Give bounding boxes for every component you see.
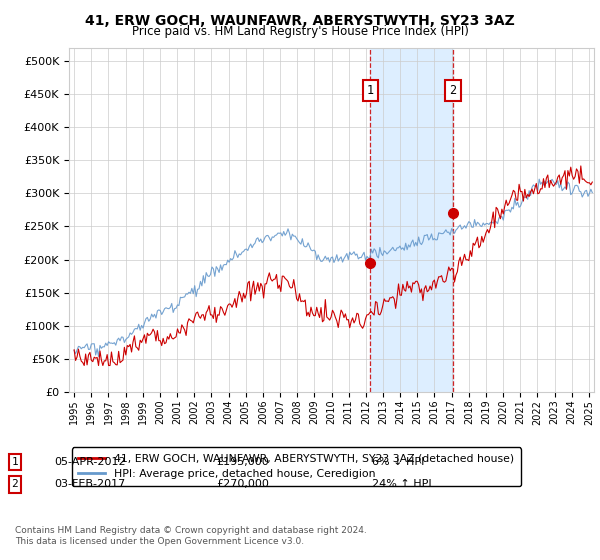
Text: 1: 1 bbox=[11, 457, 19, 467]
Text: £270,000: £270,000 bbox=[216, 479, 269, 489]
Text: 03-FEB-2017: 03-FEB-2017 bbox=[54, 479, 125, 489]
Text: 2: 2 bbox=[449, 84, 457, 97]
Text: £195,000: £195,000 bbox=[216, 457, 269, 467]
Text: Contains HM Land Registry data © Crown copyright and database right 2024.
This d: Contains HM Land Registry data © Crown c… bbox=[15, 526, 367, 546]
Text: 2: 2 bbox=[11, 479, 19, 489]
Text: 1: 1 bbox=[367, 84, 374, 97]
Text: 24% ↑ HPI: 24% ↑ HPI bbox=[372, 479, 431, 489]
Text: 05-APR-2012: 05-APR-2012 bbox=[54, 457, 125, 467]
Legend: 41, ERW GOCH, WAUNFAWR, ABERYSTWYTH, SY23 3AZ (detached house), HPI: Average pri: 41, ERW GOCH, WAUNFAWR, ABERYSTWYTH, SY2… bbox=[72, 447, 521, 486]
Text: Price paid vs. HM Land Registry's House Price Index (HPI): Price paid vs. HM Land Registry's House … bbox=[131, 25, 469, 38]
Bar bbox=[370, 48, 453, 392]
Text: 41, ERW GOCH, WAUNFAWR, ABERYSTWYTH, SY23 3AZ: 41, ERW GOCH, WAUNFAWR, ABERYSTWYTH, SY2… bbox=[85, 14, 515, 28]
Text: 6% ↓ HPI: 6% ↓ HPI bbox=[372, 457, 424, 467]
